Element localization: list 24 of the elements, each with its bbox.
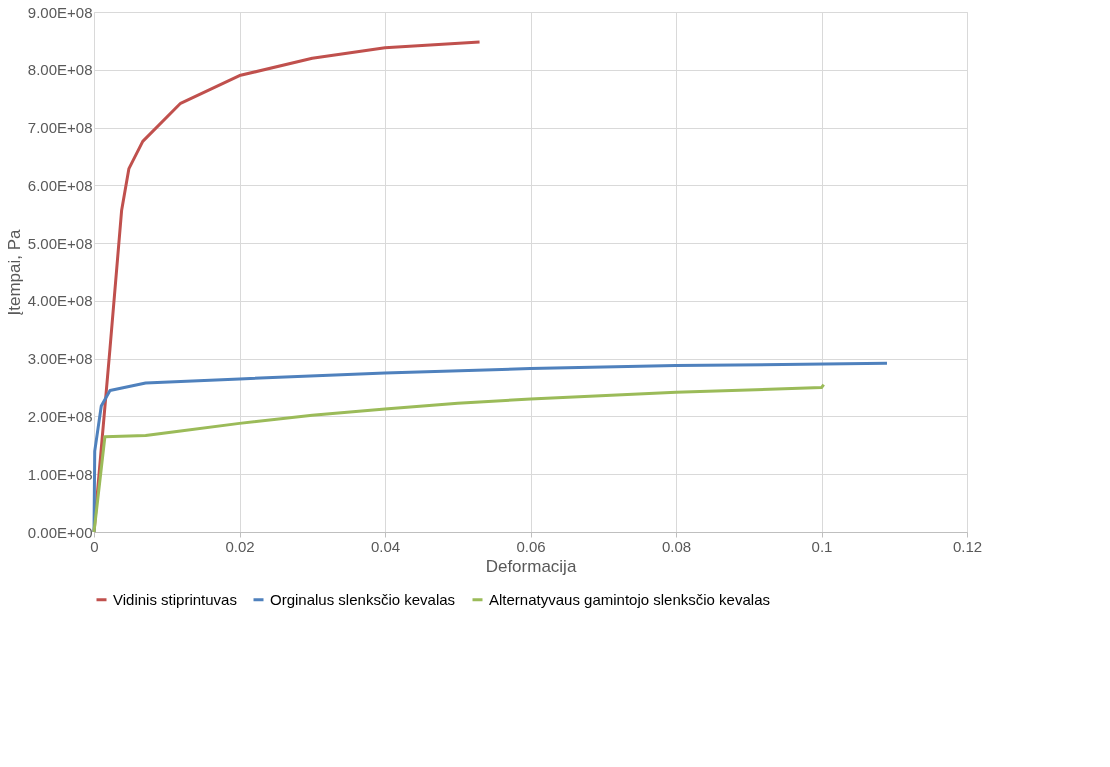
y-tick-label: 5.00E+08 bbox=[27, 234, 93, 252]
line-series bbox=[92, 383, 826, 534]
legend-label: Orginalus slenksčio kevalas bbox=[270, 590, 456, 608]
y-tick-label: 0.00E+00 bbox=[27, 523, 93, 541]
x-tick-label: 0.02 bbox=[225, 537, 255, 555]
y-tick-label: 7.00E+08 bbox=[27, 119, 93, 137]
y-tick-label: 4.00E+08 bbox=[27, 292, 93, 310]
x-tick-label: 0.04 bbox=[370, 537, 401, 555]
legend-label: Alternatyvaus gamintojo slenksčio kevalas bbox=[489, 590, 770, 608]
x-tick-label: 0.12 bbox=[952, 537, 983, 555]
line-series bbox=[92, 361, 889, 534]
legend-label: Vidinis stiprintuvas bbox=[113, 590, 237, 608]
y-tick-label: 6.00E+08 bbox=[27, 176, 93, 194]
y-tick-label: 2.00E+08 bbox=[27, 407, 93, 425]
y-tick-label: 3.00E+08 bbox=[27, 350, 93, 368]
x-axis-title: Deformacija bbox=[485, 556, 577, 576]
x-tick-label: 0.08 bbox=[661, 537, 692, 555]
x-tick-label: 0 bbox=[90, 537, 99, 555]
y-tick-label: 9.00E+08 bbox=[27, 3, 93, 21]
x-tick-label: 0.1 bbox=[811, 537, 833, 555]
y-axis-title: Įtempai, Pa bbox=[4, 228, 24, 316]
y-tick-label: 8.00E+08 bbox=[27, 61, 93, 79]
y-tick-label: 1.00E+08 bbox=[27, 465, 93, 483]
x-tick-label: 0.06 bbox=[516, 537, 546, 555]
